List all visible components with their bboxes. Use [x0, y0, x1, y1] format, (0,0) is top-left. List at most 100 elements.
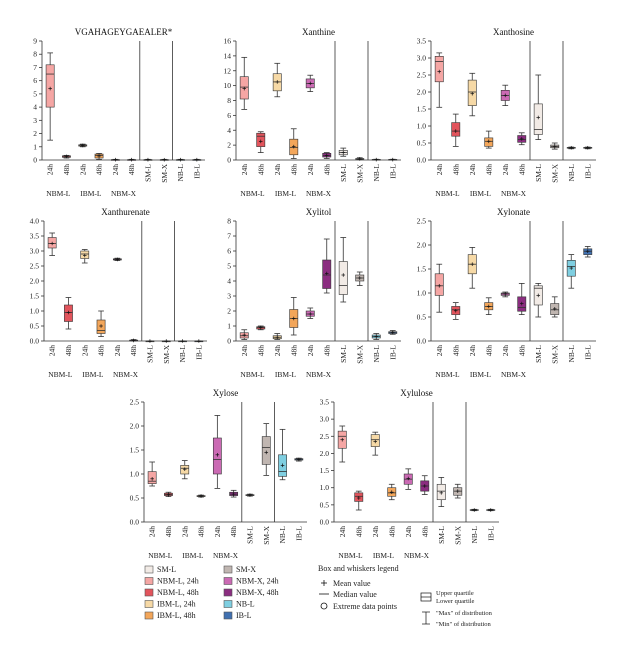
legend-swatch: [223, 577, 233, 585]
box-ibm-l-48h: [484, 130, 494, 149]
chart-title: VGAHAGEYGAEALER*: [75, 27, 173, 37]
y-tick-label: 0: [227, 156, 231, 165]
y-tick-label: 0.5: [320, 500, 330, 509]
legend-max-label: "Max" of distribution: [436, 610, 493, 617]
y-tick-label: 12: [224, 66, 232, 75]
box-sm-l: [338, 237, 348, 303]
box-nbm-l-24h: [434, 52, 444, 108]
y-tick-label: 0.0: [130, 518, 140, 527]
x-tick-label: 48h: [517, 164, 526, 176]
box-ib-l: [388, 157, 398, 162]
y-tick-label: 4.0: [30, 217, 40, 226]
chart-title: Xylulose: [400, 388, 433, 398]
x-tick-label: 48h: [484, 164, 493, 176]
box-nbm-x-48h: [517, 282, 527, 316]
x-tick-label: 48h: [256, 164, 265, 176]
box-ib-l: [583, 145, 593, 150]
box-ibm-l-24h: [272, 333, 282, 340]
box-sm-x: [550, 142, 560, 150]
box-sm-l: [533, 74, 543, 141]
y-tick-label: 0.0: [320, 518, 330, 527]
y-tick-label: 8: [227, 217, 231, 226]
y-tick-label: 4: [227, 126, 231, 135]
group-label: NBM-L: [435, 370, 460, 379]
box-ib-l: [192, 157, 202, 162]
y-tick-label: 0.0: [417, 337, 427, 346]
legend-extreme-label: Extreme data points: [333, 602, 397, 611]
x-tick-label: 24h: [240, 164, 249, 176]
box-sm-x: [161, 339, 171, 343]
box-ib-l: [294, 457, 304, 462]
x-tick-label: 48h: [289, 164, 298, 176]
y-tick-label: 2: [227, 141, 231, 150]
box-iqr: [338, 261, 348, 295]
box-nbm-l-24h: [239, 56, 249, 110]
y-tick-label: 0.5: [130, 494, 140, 503]
box-nbm-x-24h: [212, 415, 222, 489]
box-nb-l: [371, 157, 381, 162]
legend-swatch: [144, 565, 154, 574]
chart-title: Xylose: [213, 388, 239, 398]
x-tick-label: 48h: [322, 164, 331, 176]
box-nbm-l-48h: [354, 490, 364, 511]
x-tick-label: 48h: [62, 164, 71, 176]
x-tick-label: NB-L: [176, 164, 185, 182]
box-nbm-l-48h: [164, 491, 173, 497]
box-nbm-x-48h: [127, 157, 137, 162]
y-tick-label: 0.5: [30, 322, 40, 331]
box-nbm-l-48h: [62, 154, 71, 159]
box-nbm-l-24h: [45, 52, 55, 141]
chart-title: Xanthurenate: [101, 207, 149, 217]
box-ibm-l-24h: [467, 72, 477, 117]
legend-swatch: [223, 588, 233, 597]
x-tick-label: 48h: [289, 345, 298, 357]
box-nbm-x-24h: [500, 291, 510, 298]
x-tick-label: 24h: [501, 345, 510, 357]
x-tick-label: NB-L: [372, 164, 381, 182]
group-label: IBM-L: [373, 551, 395, 560]
y-tick-label: 3.0: [30, 247, 40, 256]
legend-extreme-icon: [320, 602, 328, 610]
x-tick-label: SM-L: [339, 164, 348, 182]
group-label: NBM-X: [306, 370, 332, 379]
box-ib-l: [194, 339, 204, 343]
box-nbm-l-48h: [64, 297, 73, 330]
x-tick-label: 24h: [180, 526, 189, 538]
box-nbm-x-24h: [305, 307, 315, 319]
x-tick-label: 48h: [484, 345, 493, 357]
box-ibm-l-48h: [196, 494, 206, 498]
box-nb-l: [278, 428, 287, 481]
chart-panel-6: Xylonate 0.0 0.5 1.0 1.5 2.0 2.5 24h 48h 24h 48h 24…: [417, 207, 596, 379]
y-tick-label: 3.5: [320, 398, 330, 407]
x-tick-label: 48h: [164, 526, 173, 538]
chart-panel-2: Xanthine 0 2 4 6 8 10 12 14 16 24h 48h 24h 48h 24h 48h S…: [224, 27, 401, 198]
x-tick-label: SM-X: [262, 525, 271, 544]
x-tick-label: 48h: [229, 526, 238, 538]
y-tick-label: 2.5: [417, 71, 427, 80]
x-tick-label: 24h: [306, 345, 315, 357]
x-tick-label: SM-X: [162, 344, 171, 363]
y-tick-label: 7: [227, 232, 231, 241]
group-label: NBM-X: [501, 189, 527, 198]
y-tick-label: 0.5: [417, 139, 427, 148]
y-tick-label: 1.5: [130, 446, 140, 455]
x-tick-label: IB-L: [583, 164, 592, 179]
y-tick-label: 1: [227, 322, 231, 331]
box-nb-l: [566, 254, 576, 289]
x-tick-label: 48h: [451, 164, 460, 176]
group-label: IBM-L: [275, 189, 297, 198]
x-tick-label: SM-L: [339, 345, 348, 363]
box-legend-title: Box and whiskers legend: [318, 564, 399, 573]
box-legend: Box and whiskers legend Mean value Median …: [318, 564, 493, 628]
group-label: IBM-L: [182, 551, 204, 560]
group-label: IBM-L: [275, 370, 297, 379]
legend-item-label: NBM-X, 24h: [236, 577, 279, 586]
y-tick-label: 16: [224, 37, 232, 46]
x-tick-label: SM-X: [355, 344, 364, 363]
box-nbm-l-48h: [256, 325, 266, 331]
y-tick-label: 6: [227, 111, 231, 120]
x-tick-label: 24h: [48, 345, 57, 357]
x-tick-label: 48h: [64, 345, 73, 357]
box-nbm-x-24h: [500, 84, 510, 106]
y-tick-label: 5: [227, 262, 231, 271]
